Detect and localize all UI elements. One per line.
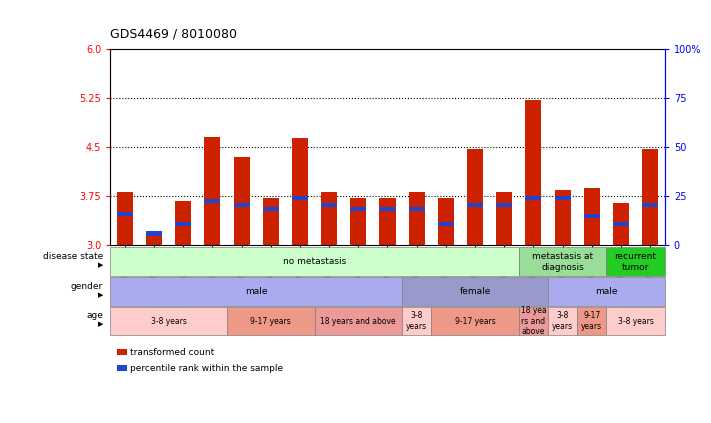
Bar	[467, 203, 483, 207]
Bar	[175, 201, 191, 245]
Bar	[117, 212, 133, 216]
Bar	[496, 203, 513, 207]
Bar	[292, 138, 308, 245]
Bar	[642, 203, 658, 207]
Text: GDS4469 / 8010080: GDS4469 / 8010080	[110, 27, 237, 40]
Bar	[175, 222, 191, 226]
Bar	[584, 188, 600, 245]
Text: 9-17
years: 9-17 years	[582, 311, 602, 331]
Bar	[438, 198, 454, 245]
Text: ▶: ▶	[97, 262, 103, 268]
Text: male: male	[245, 287, 267, 296]
Text: 9-17 years: 9-17 years	[455, 316, 496, 326]
Bar	[351, 207, 366, 212]
Bar	[409, 207, 424, 212]
Bar	[467, 149, 483, 245]
Bar	[117, 192, 133, 245]
Text: 18 yea
rs and
above: 18 yea rs and above	[520, 306, 546, 336]
Bar	[321, 192, 337, 245]
Bar	[204, 137, 220, 245]
Text: 3-8
years: 3-8 years	[406, 311, 427, 331]
Bar	[146, 231, 162, 236]
Bar	[555, 196, 571, 200]
Text: recurrent
tumor: recurrent tumor	[614, 252, 656, 272]
Bar	[146, 231, 162, 245]
Bar	[233, 157, 250, 245]
Bar	[496, 192, 513, 245]
Bar	[642, 149, 658, 245]
Bar	[351, 198, 366, 245]
Bar	[555, 190, 571, 245]
Bar	[613, 222, 629, 226]
Text: ▶: ▶	[97, 321, 103, 327]
Bar	[613, 203, 629, 245]
Text: ▶: ▶	[97, 292, 103, 298]
Bar	[438, 222, 454, 226]
Text: 9-17 years: 9-17 years	[250, 316, 291, 326]
Bar	[233, 203, 250, 207]
Text: 3-8
years: 3-8 years	[552, 311, 573, 331]
Bar	[380, 198, 395, 245]
Bar	[263, 207, 279, 212]
Text: age: age	[86, 311, 103, 321]
Text: transformed count: transformed count	[130, 348, 214, 357]
Bar	[263, 198, 279, 245]
Text: 18 years and above: 18 years and above	[321, 316, 396, 326]
Text: percentile rank within the sample: percentile rank within the sample	[130, 364, 283, 373]
Bar	[292, 196, 308, 200]
Text: male: male	[595, 287, 618, 296]
Text: disease state: disease state	[43, 252, 103, 261]
Bar	[584, 214, 600, 218]
Bar	[321, 203, 337, 207]
Bar	[409, 192, 424, 245]
Text: female: female	[459, 287, 491, 296]
Bar	[204, 199, 220, 203]
Text: gender: gender	[71, 282, 103, 291]
Text: 3-8 years: 3-8 years	[618, 316, 653, 326]
Text: 3-8 years: 3-8 years	[151, 316, 186, 326]
Text: metastasis at
diagnosis: metastasis at diagnosis	[532, 252, 593, 272]
Bar	[525, 100, 542, 245]
Text: no metastasis: no metastasis	[283, 257, 346, 266]
Bar	[525, 196, 542, 200]
Bar	[380, 207, 395, 212]
